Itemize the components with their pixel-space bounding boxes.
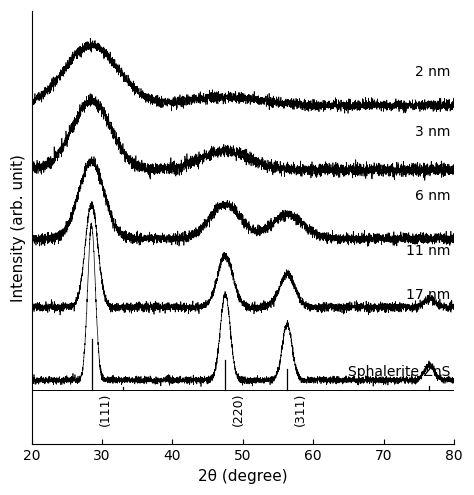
Text: 17 nm: 17 nm (406, 288, 451, 302)
Y-axis label: Intensity (arb. unit): Intensity (arb. unit) (11, 154, 26, 302)
Text: (111): (111) (99, 392, 111, 426)
Text: 6 nm: 6 nm (415, 189, 451, 203)
Text: Sphalerite ZnS: Sphalerite ZnS (348, 364, 451, 379)
Text: 2 nm: 2 nm (415, 65, 451, 80)
Text: 3 nm: 3 nm (415, 125, 451, 139)
Text: (220): (220) (232, 392, 246, 426)
X-axis label: 2θ (degree): 2θ (degree) (198, 469, 288, 484)
Text: 11 nm: 11 nm (406, 244, 451, 257)
Text: (311): (311) (294, 392, 307, 426)
